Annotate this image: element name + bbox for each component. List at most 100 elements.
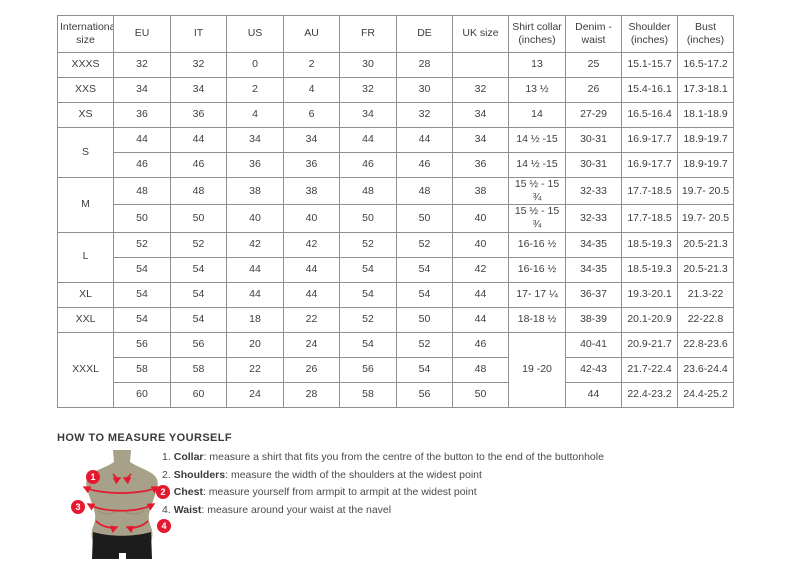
table-cell: 42 (452, 256, 509, 283)
header-row: International size EU IT US AU FR DE UK size Shi… (57, 15, 734, 53)
table-cell: 38-39 (565, 306, 622, 333)
table-cell: 50 (339, 204, 397, 233)
table-cell: 54 (339, 256, 397, 283)
table-cell: 54 (396, 281, 453, 308)
table-cell: 54 (396, 256, 453, 283)
marker-2-circle (156, 485, 170, 499)
table-cell: 32-33 (565, 204, 622, 233)
table-cell: 32 (452, 77, 509, 103)
table-cell: 17- 17 ¼ (508, 281, 566, 308)
table-cell: 4 (283, 77, 340, 103)
table-row: 50 50 40 40 50 50 40 15 ½ - 15 ¾ 32-33 17.7-18.5 1… (58, 204, 734, 233)
column-header: Denim - waist (565, 15, 622, 53)
marker-1-circle (86, 470, 100, 484)
chest-measure-arrow (86, 503, 156, 512)
table-cell: 26 (283, 356, 340, 383)
table-cell: 36 (170, 102, 227, 128)
size-label-cell: XXXL (57, 331, 114, 408)
table-cell: 30-31 (565, 127, 622, 153)
table-cell: 17.7-18.5 (621, 204, 678, 233)
table-cell: 50 (170, 204, 227, 233)
table-cell: 38 (226, 176, 284, 206)
table-cell: 52 (339, 231, 397, 258)
table-cell: 23.6-24.4 (677, 356, 734, 383)
table-body: XXXS 32 32 0 2 30 28 13 25 15.1-15.7 16.5-17.2 XXS 3… (57, 52, 734, 408)
step-label: Waist (173, 503, 202, 516)
table-cell: 52 (396, 231, 453, 258)
table-cell: 54 (170, 306, 227, 333)
table-cell: 19.7- 20.5 (677, 204, 734, 233)
table-cell: 44 (565, 381, 622, 408)
measure-step-waist: 4. Waist: measure around your waist at th… (162, 502, 604, 520)
column-header: FR (339, 15, 397, 53)
size-label-cell: S (57, 127, 114, 178)
table-cell: 48 (170, 176, 227, 206)
table-cell: 15.1-15.7 (621, 52, 678, 78)
table-cell: 60 (170, 381, 227, 408)
table-cell: 50 (396, 306, 453, 333)
marker-1-number: 1 (90, 472, 95, 482)
table-cell: 54 (113, 306, 171, 333)
table-cell: 16-16 ½ (508, 231, 566, 258)
table-cell: 34 (113, 77, 171, 103)
step-label: Shoulders (173, 468, 226, 481)
table-cell: 36-37 (565, 281, 622, 308)
table-cell: 36 (226, 152, 284, 178)
table-cell: 32 (339, 77, 397, 103)
table-cell: 18.9-19.7 (677, 152, 734, 178)
mannequin-figure: 1 2 3 4 (70, 447, 175, 566)
step-text: : measure yourself from armpit to armpit… (202, 486, 477, 498)
table-row: 54 54 44 44 54 54 42 16-16 ½ 34-35 18.5-19.3 20.5-… (58, 256, 734, 283)
size-label-cell: L (57, 231, 114, 283)
table-cell: 17.3-18.1 (677, 77, 734, 103)
table-row: S 44 44 34 34 44 44 34 14 ½ -15 30-31 16.9-17.7 18.… (57, 127, 734, 178)
table-cell: 21.7-22.4 (621, 356, 678, 383)
table-cell: 54 (339, 331, 397, 358)
table-cell: 14 ½ -15 (508, 127, 566, 153)
marker-3-circle (71, 500, 85, 514)
table-cell: 58 (170, 356, 227, 383)
table-cell: 54 (396, 356, 453, 383)
table-cell: 20.5-21.3 (677, 231, 734, 258)
table-cell: 52 (170, 231, 227, 258)
table-cell: 19.3-20.1 (621, 281, 678, 308)
table-cell: 48 (113, 176, 171, 206)
table-cell: 19.7- 20.5 (677, 176, 734, 206)
table-cell: 19 -20 (508, 331, 566, 408)
table-cell: 48 (452, 356, 509, 383)
table-cell: 54 (170, 256, 227, 283)
marker-4-circle (157, 519, 171, 533)
table-cell: 50 (452, 381, 509, 408)
table-cell: 44 (283, 281, 340, 308)
table-cell: 50 (113, 204, 171, 233)
table-cell: 16-16 ½ (508, 256, 566, 283)
table-cell: 34-35 (565, 231, 622, 258)
size-chart-table: International size EU IT US AU FR DE UK size Shi… (57, 15, 734, 408)
measure-section-title: HOW TO MEASURE YOURSELF (57, 432, 233, 444)
measure-steps: 1. Collar: measure a shirt that fits you … (162, 449, 604, 519)
table-cell: 46 (339, 152, 397, 178)
table-cell: 60 (113, 381, 171, 408)
table-row: XS 36 36 4 6 34 32 34 14 27-29 16.5-16.4 18.1-18.9 (57, 102, 734, 128)
step-label: Collar (173, 451, 204, 463)
table-cell: 14 (508, 102, 566, 128)
table-cell: 56 (339, 356, 397, 383)
size-label-cell: XS (57, 102, 114, 128)
column-header: AU (283, 15, 340, 53)
table-cell: 34 (452, 127, 509, 153)
table-cell: 54 (113, 256, 171, 283)
table-cell (452, 52, 509, 78)
table-cell: 34 (283, 127, 340, 153)
table-cell: 52 (396, 331, 453, 358)
column-header: Shoulder (inches) (621, 15, 678, 53)
measure-step-shoulders: 2. Shoulders: measure the width of the sh… (162, 467, 604, 485)
neck-measure-arrow-left (112, 473, 122, 485)
table-cell: 34-35 (565, 256, 622, 283)
column-header: DE (396, 15, 453, 53)
table-row: 46 46 36 36 46 46 36 14 ½ -15 30-31 16.9-17.7 18.9… (58, 152, 734, 178)
step-number: 4. (162, 503, 171, 516)
waist-measure-arrow-right (125, 520, 149, 533)
table-cell: 42-43 (565, 356, 622, 383)
table-cell: 56 (396, 381, 453, 408)
table-cell: 2 (226, 77, 284, 103)
